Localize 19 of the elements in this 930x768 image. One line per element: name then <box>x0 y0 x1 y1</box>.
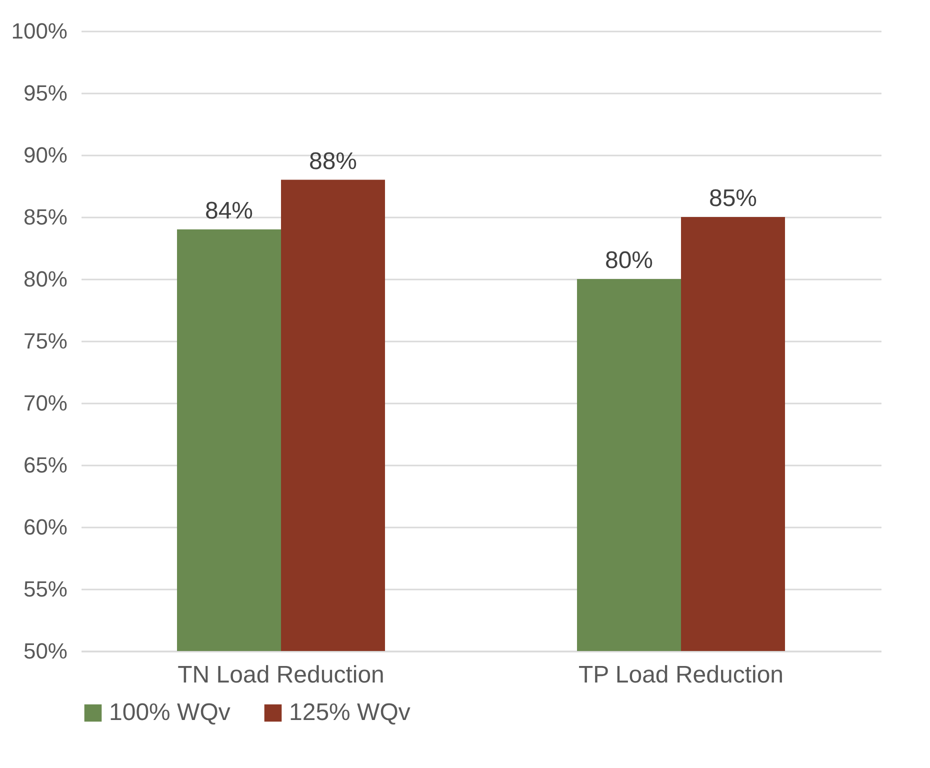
data-label: 85% <box>708 185 758 212</box>
y-tick-label: 50% <box>23 638 68 664</box>
y-tick-label: 55% <box>23 576 68 602</box>
data-label: 84% <box>204 197 254 224</box>
legend-label: 100% WQv <box>109 699 230 726</box>
data-label: 88% <box>308 148 358 175</box>
data-label: 80% <box>604 247 654 274</box>
legend-label: 125% WQv <box>289 699 410 726</box>
y-tick-label: 60% <box>23 514 68 540</box>
y-tick-label: 75% <box>23 328 68 354</box>
y-tick-label: 65% <box>23 452 68 478</box>
y-tick-label: 90% <box>23 142 68 168</box>
x-tick-label: TN Load Reduction <box>178 662 384 688</box>
y-tick-label: 85% <box>23 204 68 230</box>
y-tick-label: 100% <box>11 18 68 44</box>
y-tick-label: 95% <box>23 80 68 106</box>
y-tick-label: 80% <box>23 266 68 292</box>
y-tick-label: 70% <box>23 390 68 416</box>
x-tick-label: TP Load Reduction <box>578 662 784 688</box>
